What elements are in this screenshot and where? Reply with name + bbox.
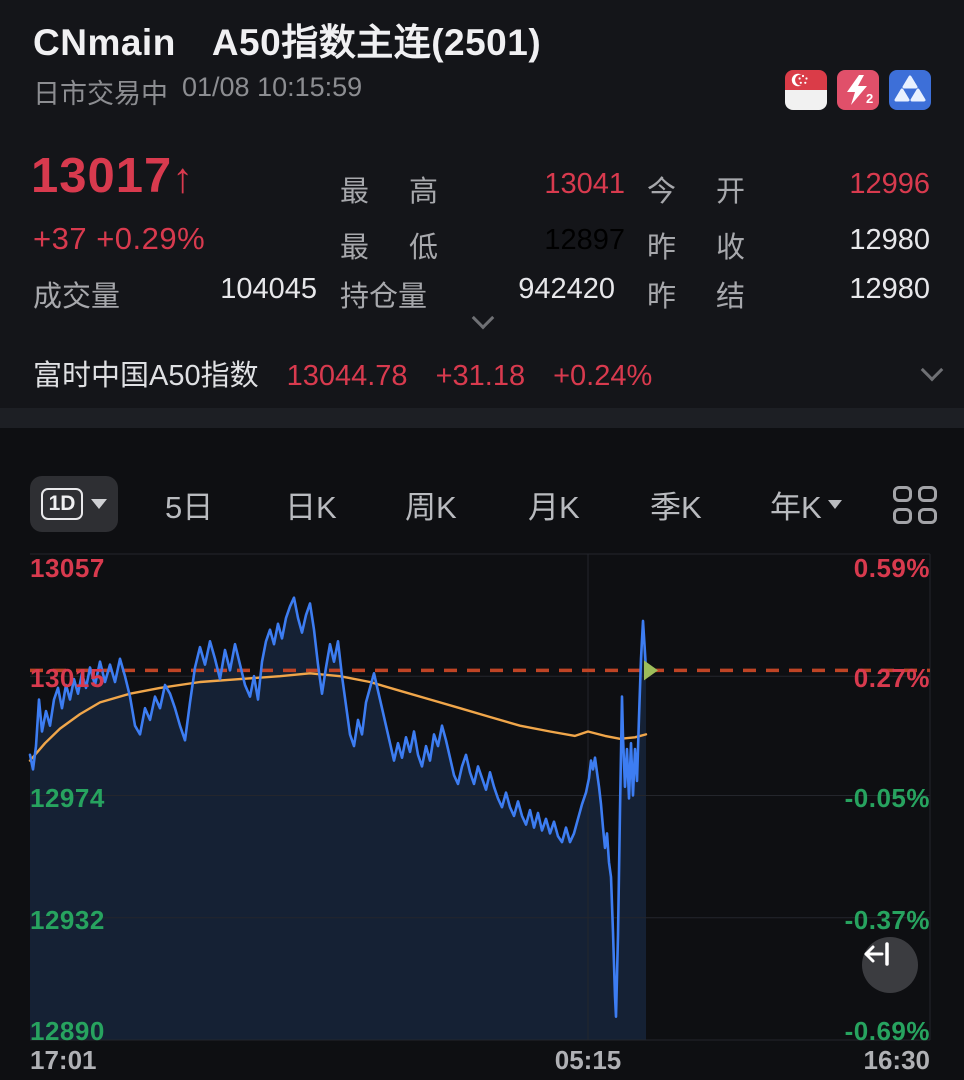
quote-datetime: 01/08 10:15:59 bbox=[182, 72, 363, 102]
stat-value-high: 13041 bbox=[544, 168, 625, 200]
intraday-chart[interactable]: 13057 13015 12974 12932 12890 0.59% 0.27% -0.05… bbox=[0, 545, 964, 1080]
tab-1d-label: 1D bbox=[40, 488, 84, 520]
tab-5day[interactable]: 5日 bbox=[165, 470, 213, 538]
tab-yearly-k[interactable]: 年K bbox=[770, 470, 842, 538]
session-status: 日市交易中 bbox=[33, 79, 168, 109]
stat-value-volume: 104045 bbox=[220, 273, 317, 305]
stat-label-open-interest: 持仓量 bbox=[340, 281, 428, 313]
back-to-latest-button[interactable] bbox=[862, 937, 918, 993]
stat-value-open-interest: 942420 bbox=[518, 273, 615, 305]
stat-label-prev-close: 昨收 bbox=[647, 232, 786, 264]
session-row: 日市交易中 01/08 10:15:59 bbox=[33, 72, 362, 111]
chart-panel: 1D 5日 日K 周K 月K 季K 年K 13057 13015 12974 1293… bbox=[0, 428, 964, 1080]
price-area-fill bbox=[30, 597, 646, 1040]
tab-weekly-k[interactable]: 周K bbox=[405, 470, 457, 538]
underlying-index-row[interactable]: 富时中国A50指数 13044.78 +31.18 +0.24% bbox=[33, 352, 652, 394]
y-axis-right-label: -0.69% bbox=[844, 1016, 930, 1046]
index-change-pct: +0.24% bbox=[553, 360, 653, 392]
expand-chevron-icon[interactable] bbox=[471, 306, 495, 330]
tab-daily-k-label: 日K bbox=[285, 489, 337, 525]
y-axis-left-label: 12890 bbox=[30, 1016, 105, 1046]
stat-label-low: 最低 bbox=[340, 232, 479, 264]
latest-price-marker bbox=[644, 660, 658, 681]
index-change: +31.18 bbox=[435, 360, 526, 392]
tab-yearly-k-label: 年K bbox=[770, 489, 822, 525]
futures-market-icon bbox=[889, 70, 931, 110]
index-chevron-icon[interactable] bbox=[920, 358, 944, 382]
tab-monthly-k-label: 月K bbox=[528, 489, 580, 525]
symbol-code: CNmain bbox=[33, 22, 176, 63]
stat-value-open: 12996 bbox=[849, 168, 930, 200]
stat-label-open: 今开 bbox=[647, 176, 786, 208]
symbol-name: A50指数主连(2501) bbox=[211, 22, 542, 63]
y-axis-left-label: 12974 bbox=[30, 782, 105, 813]
stat-value-prev-close: 12980 bbox=[849, 224, 930, 256]
y-axis-right-label: 0.59% bbox=[853, 553, 930, 583]
x-axis-time-label: 16:30 bbox=[863, 1045, 931, 1075]
singapore-flag-icon bbox=[785, 70, 827, 110]
quote-panel: CNmain A50指数主连(2501) 日市交易中 01/08 10:15:5… bbox=[0, 0, 964, 408]
x-axis-time-label: 05:15 bbox=[554, 1045, 622, 1075]
tab-weekly-k-label: 周K bbox=[405, 489, 457, 525]
average-line bbox=[28, 672, 648, 762]
y-axis-right-label: 0.27% bbox=[853, 663, 930, 694]
x-axis-time-label: 17:01 bbox=[30, 1045, 97, 1075]
chart-canvas-svg[interactable] bbox=[0, 545, 964, 1080]
page-title: CNmain A50指数主连(2501) bbox=[33, 12, 541, 66]
tab-5day-label: 5日 bbox=[165, 489, 214, 525]
period-tab-bar: 1D 5日 日K 周K 月K 季K 年K bbox=[0, 470, 964, 542]
y-axis-left-label: 13015 bbox=[30, 663, 105, 694]
arrow-left-to-bar-icon bbox=[864, 942, 889, 966]
tab-1d-active[interactable]: 1D bbox=[30, 476, 118, 532]
y-axis-left-label: 13057 bbox=[30, 553, 105, 583]
tab-quarterly-k-label: 季K bbox=[650, 489, 702, 525]
last-price: 13017↑ bbox=[31, 148, 194, 204]
stat-label-volume: 成交量 bbox=[33, 281, 121, 313]
stat-label-high: 最高 bbox=[340, 176, 479, 208]
stat-label-prev-settle: 昨结 bbox=[647, 281, 786, 313]
section-divider bbox=[0, 408, 964, 428]
index-name: 富时中国A50指数 bbox=[33, 360, 259, 392]
index-price: 13044.78 bbox=[286, 360, 408, 392]
y-axis-left-label: 12932 bbox=[30, 904, 105, 935]
tab-daily-k[interactable]: 日K bbox=[285, 470, 337, 538]
stat-value-prev-settle: 12980 bbox=[849, 273, 930, 305]
last-price-value: 13017 bbox=[31, 149, 173, 203]
tab-monthly-k[interactable]: 月K bbox=[528, 470, 580, 538]
price-line bbox=[28, 596, 648, 1019]
y-axis-right-label: -0.05% bbox=[844, 782, 930, 813]
price-change: +37 +0.29% bbox=[33, 221, 206, 256]
stat-value-low: 12897 bbox=[544, 224, 625, 256]
badge-group: 2 bbox=[785, 70, 931, 110]
level2-lightning-icon: 2 bbox=[837, 70, 879, 110]
up-arrow-icon: ↑ bbox=[172, 154, 195, 201]
chart-layout-grid-icon[interactable] bbox=[893, 486, 937, 524]
svg-text:2: 2 bbox=[866, 91, 873, 106]
tab-quarterly-k[interactable]: 季K bbox=[650, 470, 702, 538]
chevron-down-icon bbox=[827, 499, 842, 509]
chevron-down-icon bbox=[91, 499, 108, 509]
y-axis-right-label: -0.37% bbox=[844, 904, 930, 935]
